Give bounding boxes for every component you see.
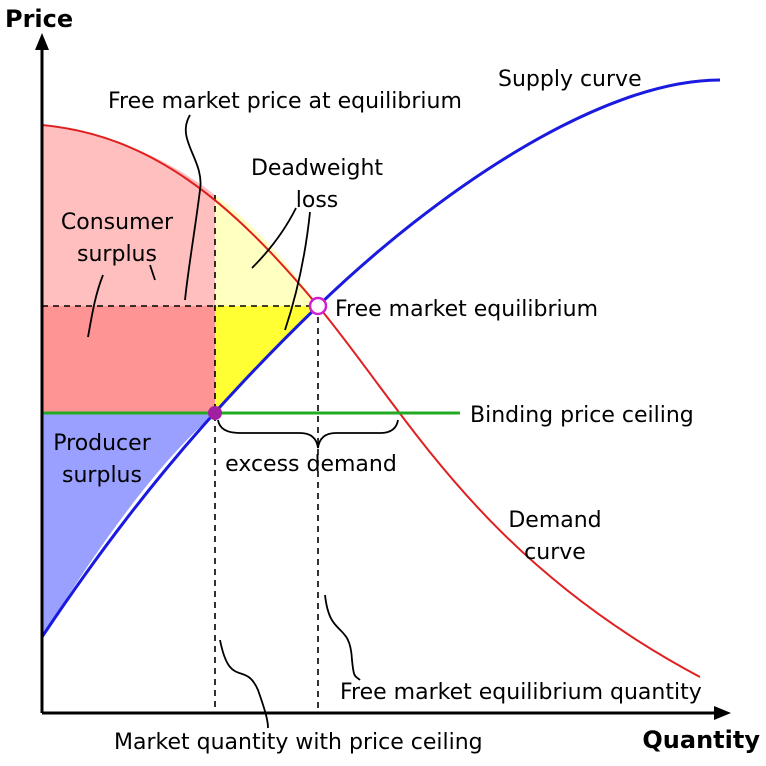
pointer xyxy=(324,594,361,681)
producer-surplus-label: surplus xyxy=(62,463,142,488)
pointer xyxy=(284,211,311,331)
pointer xyxy=(251,207,297,269)
excess-demand-label: excess demand xyxy=(225,452,397,477)
excess-demand-brace xyxy=(217,419,399,449)
ceiling-quantity-label: Market quantity with price ceiling xyxy=(114,730,483,755)
free-market-price-label: Free market price at equilibrium xyxy=(108,89,462,114)
consumer-surplus-gain xyxy=(42,306,215,413)
consumer-surplus-label: surplus xyxy=(77,242,157,267)
producer-surplus-label: Producer xyxy=(53,431,151,456)
ceiling-point xyxy=(208,406,222,420)
pointer xyxy=(184,114,202,301)
equilibrium-quantity-label: Free market equilibrium quantity xyxy=(340,680,702,705)
price-ceiling-label: Binding price ceiling xyxy=(470,403,694,428)
x-axis-arrow xyxy=(714,706,731,720)
consumer-surplus-label: Consumer xyxy=(61,210,174,235)
equilibrium-label: Free market equilibrium xyxy=(335,297,598,322)
y-axis-label: Price xyxy=(5,5,73,33)
demand-curve xyxy=(41,124,701,678)
deadweight-loss-label: loss xyxy=(296,188,339,213)
deadweight-loss-producer xyxy=(215,306,318,413)
producer-surplus-area xyxy=(42,413,215,637)
pointer xyxy=(149,264,156,281)
pointer xyxy=(219,639,269,729)
demand-curve-label: curve xyxy=(524,540,586,565)
pointer xyxy=(87,274,104,338)
x-axis-label: Quantity xyxy=(642,726,760,754)
supply-curve-label: Supply curve xyxy=(498,67,642,92)
equilibrium-point xyxy=(308,296,328,316)
deadweight-loss-label: Deadweight xyxy=(251,156,383,181)
y-axis-arrow xyxy=(35,33,49,50)
demand-curve-label: Demand xyxy=(508,508,601,533)
